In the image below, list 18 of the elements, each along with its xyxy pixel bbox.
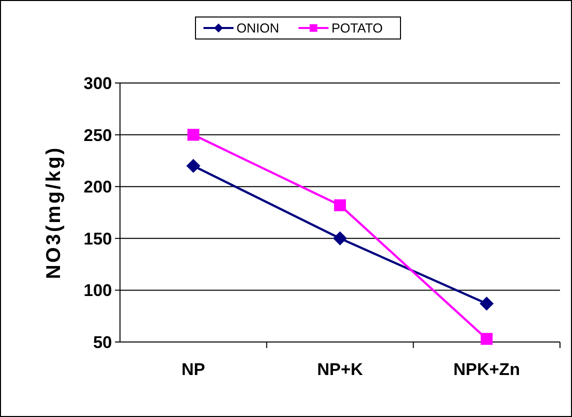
legend-label: POTATO: [332, 20, 383, 36]
y-axis-title: NO3(mg/kg): [43, 146, 65, 280]
point: [187, 128, 200, 141]
y-tick-label: 250: [84, 126, 112, 145]
y-tick-label: 300: [84, 74, 112, 93]
legend-label: ONION: [236, 20, 280, 36]
y-tick-label: 150: [84, 229, 112, 248]
point: [333, 231, 347, 246]
point: [480, 332, 493, 345]
y-tick-label: 200: [84, 178, 112, 197]
y-tick-label: 100: [84, 281, 112, 300]
x-tick-label: NP+K: [317, 360, 364, 379]
point: [480, 296, 494, 311]
y-tick-label: 50: [93, 332, 112, 352]
x-tick-label: NP: [182, 360, 206, 379]
point: [334, 199, 346, 212]
point: [186, 158, 200, 173]
x-tick-label: NPK+Zn: [453, 360, 520, 379]
